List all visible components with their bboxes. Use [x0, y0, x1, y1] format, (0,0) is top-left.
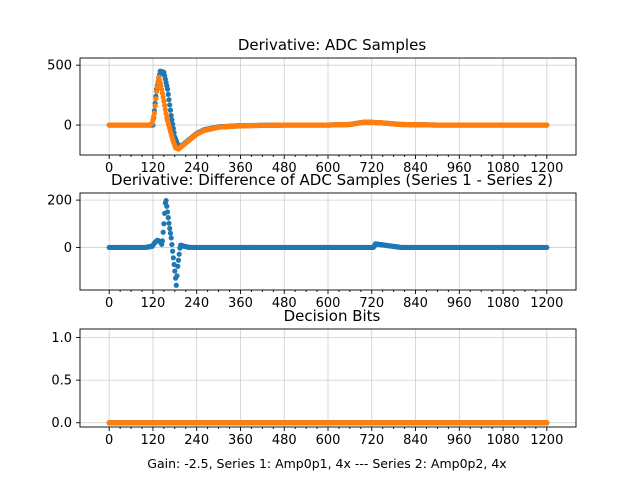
data-point — [163, 197, 169, 204]
x-tick-label: 600 — [316, 161, 341, 176]
data-point — [174, 273, 180, 279]
x-tick-label: 120 — [141, 433, 166, 448]
axes-frame — [79, 192, 577, 291]
subplot-title: Derivative: ADC Samples — [238, 36, 426, 54]
data-point — [165, 91, 171, 98]
data-point — [167, 230, 174, 236]
data-point — [168, 112, 174, 119]
data-point — [158, 82, 164, 89]
x-tick-label: 960 — [447, 433, 472, 448]
data-point — [159, 86, 165, 93]
data-point — [167, 102, 173, 108]
data-point — [165, 215, 171, 221]
data-point — [168, 235, 174, 241]
y-tick-label: 0.0 — [51, 416, 72, 431]
subplot-title: Decision Bits — [284, 307, 381, 325]
data-point — [162, 106, 168, 113]
data-point — [153, 88, 160, 95]
subplot-2: 0 120 240 360 480 600 720 840 960 1080 1200 0 200 Der… — [47, 171, 577, 311]
x-tick-label: 720 — [359, 296, 384, 311]
data-point — [169, 241, 175, 248]
data-point — [166, 97, 172, 103]
data-point — [164, 86, 171, 92]
data-point — [166, 220, 172, 226]
x-tick-label: 1200 — [530, 296, 563, 311]
y-tick-label: 1.0 — [51, 331, 72, 346]
x-tick-label: 240 — [184, 296, 209, 311]
x-tick-label: 480 — [272, 433, 297, 448]
x-tick-label: 240 — [184, 433, 209, 448]
data-point — [544, 420, 550, 426]
data-point — [167, 225, 173, 232]
x-tick-label: 360 — [228, 296, 253, 311]
data-point — [162, 102, 168, 108]
data-point — [160, 94, 166, 100]
x-tick-label: 840 — [403, 433, 428, 448]
y-tick-label: 200 — [47, 194, 72, 209]
y-tick-label: 0 — [64, 241, 72, 256]
data-point — [163, 111, 169, 117]
x-tick-label: 360 — [228, 161, 253, 176]
axes-frame — [79, 328, 577, 428]
x-tick-label: 720 — [359, 161, 384, 176]
x-tick-label: 960 — [447, 296, 472, 311]
data-point — [169, 117, 175, 123]
x-tick-label: 1080 — [487, 296, 520, 311]
y-tick-label: 0 — [64, 119, 72, 134]
data-point — [175, 257, 182, 263]
data-point — [161, 221, 167, 227]
x-tick-label: 1080 — [487, 433, 520, 448]
x-tick-label: 600 — [316, 296, 341, 311]
x-tick-label: 480 — [272, 161, 297, 176]
y-tick-label: 500 — [47, 59, 72, 74]
x-tick-label: 1200 — [530, 433, 563, 448]
data-point — [544, 122, 550, 128]
figure-xlabel: Gain: -2.5, Series 1: Amp0p1, 4x --- Ser… — [147, 456, 506, 471]
x-tick-label: 1080 — [487, 161, 520, 176]
data-point — [159, 238, 166, 244]
x-tick-label: 720 — [359, 433, 384, 448]
x-tick-label: 360 — [228, 433, 253, 448]
data-point — [159, 90, 166, 96]
data-point — [164, 203, 170, 209]
data-point — [164, 209, 171, 215]
data-point — [544, 244, 550, 251]
data-point — [161, 98, 167, 104]
x-tick-label: 120 — [141, 296, 166, 311]
x-tick-label: 0 — [105, 296, 113, 311]
x-tick-label: 120 — [141, 161, 166, 176]
data-point — [170, 255, 176, 261]
data-point — [153, 96, 159, 102]
data-point — [152, 103, 158, 109]
x-tick-label: 480 — [272, 296, 297, 311]
data-point — [173, 282, 179, 288]
data-point — [167, 107, 174, 113]
data-point — [170, 248, 176, 254]
x-tick-label: 960 — [447, 161, 472, 176]
y-tick-label: 0.5 — [51, 374, 72, 389]
x-tick-label: 0 — [105, 161, 113, 176]
subplot-title: Derivative: Difference of ADC Samples (S… — [111, 171, 553, 189]
subplot-3: 0 120 240 360 480 600 720 840 960 1080 1200 0.0 0.5 1… — [51, 307, 577, 448]
x-tick-label: 600 — [316, 433, 341, 448]
x-tick-label: 840 — [403, 296, 428, 311]
subplot-1: 0 120 240 360 480 600 720 840 960 1080 1200 0 500 Der… — [47, 36, 577, 176]
data-point — [151, 110, 157, 116]
x-tick-label: 0 — [105, 433, 113, 448]
data-point — [175, 263, 181, 269]
x-tick-label: 240 — [184, 161, 209, 176]
x-tick-label: 1200 — [530, 161, 563, 176]
data-point — [172, 268, 178, 274]
axes-frame — [79, 57, 577, 156]
data-point — [176, 251, 182, 257]
x-tick-label: 840 — [403, 161, 428, 176]
data-point — [160, 229, 166, 235]
